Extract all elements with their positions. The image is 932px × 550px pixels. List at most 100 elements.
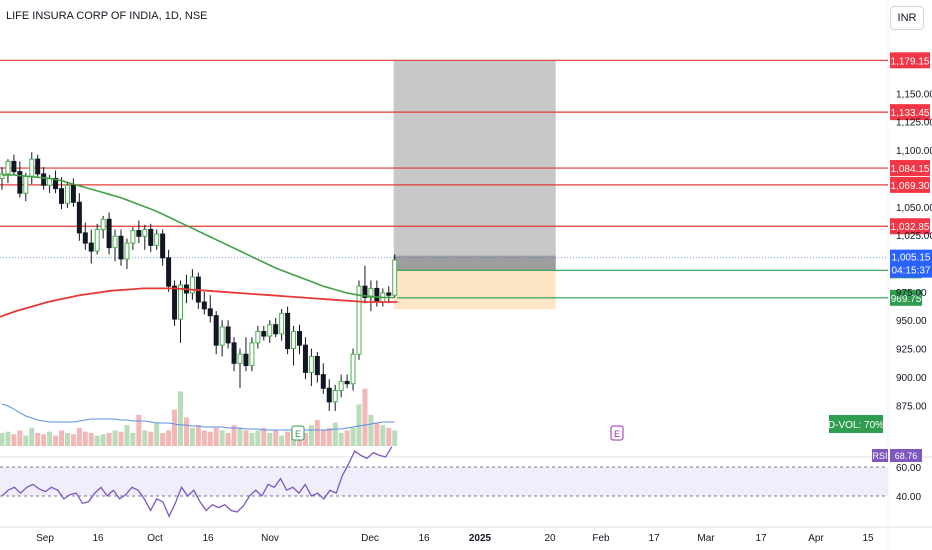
candle-body [314, 355, 320, 376]
volume-bar [225, 433, 231, 446]
countdown-label: 04:15:37 [892, 266, 931, 277]
earnings-marker: E [295, 429, 301, 439]
rsi-line [1, 446, 393, 518]
volume-bar [148, 431, 154, 446]
volume-bar [374, 422, 380, 446]
x-tick-label: 16 [418, 533, 430, 544]
y-tick-label: 900.00 [896, 373, 927, 384]
chart-title: LIFE INSURA CORP OF INDIA, 1D, NSE [6, 10, 208, 22]
volume-bar [64, 433, 70, 446]
candle-body [189, 276, 195, 294]
volume-bar [350, 427, 356, 446]
volume-bar [201, 430, 207, 446]
level-label: 1,179.15 [891, 56, 930, 67]
candle-body [178, 284, 183, 320]
candle-body [231, 342, 237, 364]
candle-body [53, 177, 59, 190]
rsi-value: 68.76 [895, 451, 918, 461]
candle-body [374, 287, 380, 303]
volume-bar [207, 431, 213, 446]
volume-bar [302, 433, 308, 446]
volume-bar [0, 433, 5, 446]
volume-bar [183, 417, 189, 446]
volume-bar [314, 420, 320, 446]
level-label: 1,069.30 [891, 181, 930, 192]
candle-body [148, 228, 154, 246]
x-tick-label: 20 [544, 533, 556, 544]
volume-ma-line [1, 403, 395, 431]
candle-body [0, 173, 5, 179]
volume-bar [356, 404, 362, 446]
candle-body [356, 285, 362, 355]
earnings-marker: E [614, 429, 620, 439]
volume-bar [267, 433, 273, 446]
level-label-bg [890, 52, 930, 69]
volume-bar [47, 431, 53, 446]
candle-body [201, 301, 207, 310]
volume-bar [195, 425, 201, 446]
x-tick-label: 17 [755, 533, 767, 544]
candle-body [106, 218, 112, 249]
candle-body [285, 312, 291, 350]
volume-bar [386, 427, 392, 446]
candle-body [136, 230, 142, 237]
y-tick-label: 875.00 [896, 401, 927, 412]
volume-bar [35, 433, 41, 446]
volume-bar [273, 430, 279, 446]
candle-body [261, 331, 267, 337]
candle-body [11, 160, 17, 173]
y-tick-label: 975.00 [896, 288, 927, 299]
candle-body [82, 232, 88, 244]
candle-body [291, 331, 297, 350]
candle-body [308, 355, 314, 373]
volume-bar [308, 425, 314, 446]
volume-bar [154, 422, 160, 446]
volume-bar [142, 430, 148, 446]
volume-bar [172, 409, 178, 446]
volume-bar [178, 391, 183, 446]
y-tick-label: 1,050.00 [896, 203, 932, 214]
candle-body [166, 257, 172, 287]
volume-bar [118, 431, 124, 446]
y-tick-label: 1,150.00 [896, 89, 932, 100]
volume-bar [231, 425, 237, 446]
level-label: 1,032.85 [891, 222, 930, 233]
volume-bar [392, 430, 398, 446]
x-tick-label: 15 [862, 533, 874, 544]
volume-bar [106, 433, 112, 446]
volume-bar [380, 425, 386, 446]
x-tick-label: 16 [92, 533, 104, 544]
candle-body [273, 324, 279, 335]
volume-bar [76, 427, 82, 446]
candle-body [59, 188, 64, 204]
currency-selector[interactable]: INR [890, 6, 924, 30]
volume-bar [320, 430, 326, 446]
volume-bar [166, 430, 172, 446]
candle-body [5, 160, 11, 175]
volume-bar [130, 433, 136, 446]
volume-bar [112, 430, 118, 446]
earnings-marker-bg [291, 425, 305, 441]
volume-bar [326, 427, 332, 446]
volume-bar [249, 433, 255, 446]
current-zone [393, 255, 556, 271]
volume-bar [82, 431, 88, 446]
volume-bar [160, 433, 166, 446]
volume-bar [17, 430, 23, 446]
level-label-bg [890, 104, 930, 121]
earnings-marker-bg [610, 425, 624, 441]
volume-bar [189, 427, 195, 446]
x-tick-label: Oct [147, 533, 163, 544]
volume-bar [88, 433, 94, 446]
stop-label-bg [890, 289, 922, 306]
volume-bar [368, 414, 374, 446]
candle-body [29, 158, 35, 177]
volume-bar [344, 430, 350, 446]
candle-body [297, 331, 302, 346]
candle-body [392, 259, 398, 296]
volume-bar [11, 434, 17, 446]
candle-body [225, 326, 231, 344]
y-tick-label: 950.00 [896, 316, 927, 327]
candle-body [344, 380, 350, 385]
